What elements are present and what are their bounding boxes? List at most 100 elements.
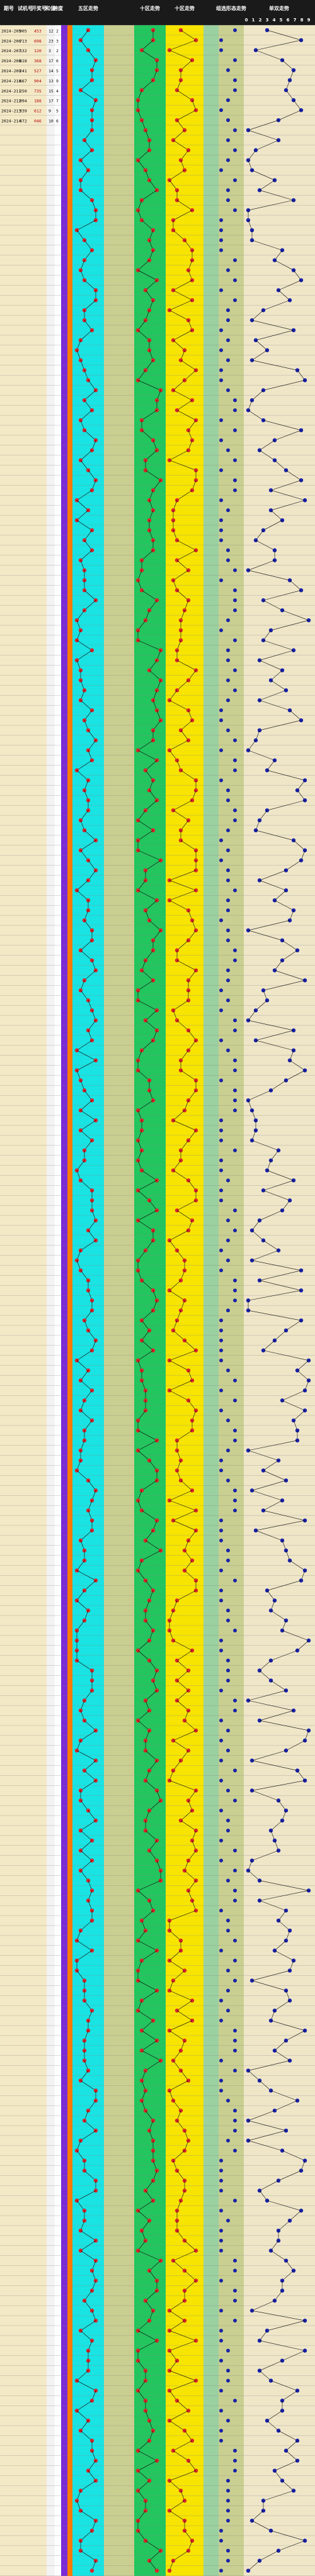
- header-digit-5: 5: [280, 18, 283, 23]
- zone5-trend-ball: [78, 88, 83, 92]
- zone10b-trend-line: [173, 340, 185, 350]
- form-marker: [233, 2068, 237, 2073]
- zone5-trend-line: [80, 2240, 96, 2251]
- zone5-trend-line: [80, 330, 93, 341]
- zone5-trend-ball: [78, 358, 83, 362]
- zone10b-trend-line: [180, 1820, 197, 1831]
- parity-trend-line: [266, 2320, 306, 2331]
- form-marker: [226, 1658, 230, 1663]
- form-marker: [226, 98, 230, 103]
- parity-trend-line: [282, 2350, 306, 2361]
- zone5-trend-line: [88, 740, 96, 750]
- zone10a-trend-line: [145, 800, 158, 811]
- zone10a-trend-line: [149, 2260, 161, 2271]
- zone10b-trend-line: [169, 700, 189, 711]
- parity-trend-line: [259, 1880, 309, 1891]
- zone10b-trend-line: [184, 1570, 197, 1581]
- zone5-trend-line: [76, 1950, 93, 1961]
- zone5-trend-line: [84, 300, 96, 311]
- parity-trend-line: [278, 280, 302, 291]
- zone10a-trend-line: [137, 2340, 158, 2351]
- form-marker: [226, 1878, 230, 1883]
- form-marker: [233, 948, 237, 952]
- zone10a-trend-line: [141, 80, 154, 91]
- zone5-trend-line: [80, 990, 89, 1001]
- row-issue: 2024-214: [1, 119, 21, 124]
- zone5-trend-line: [80, 1110, 96, 1121]
- form-marker: [233, 598, 237, 603]
- parity-trend-line: [285, 2440, 298, 2451]
- form-marker: [219, 718, 223, 723]
- zone10b-trend-line: [169, 2020, 193, 2031]
- zone10b-trend-line: [184, 2240, 197, 2251]
- header-digit-6: 6: [287, 18, 290, 23]
- zone5-trend-line: [84, 2120, 96, 2131]
- zone5-trend-line: [84, 250, 93, 260]
- zone5-trend-line: [76, 1570, 96, 1581]
- zone5-trend-line: [80, 30, 89, 41]
- parity-trend-line: [266, 2200, 302, 2211]
- form-marker: [226, 548, 230, 552]
- zone5-trend-line: [88, 2470, 96, 2481]
- row-issue: 2024-205: [1, 28, 21, 33]
- row-trial: 250: [20, 89, 27, 94]
- parity-trend-line: [289, 580, 302, 591]
- zone10b-trend-line: [173, 800, 193, 811]
- parity-trend-line: [259, 1900, 287, 1911]
- zone10a-trend-line: [137, 1350, 154, 1361]
- parity-trend-line: [263, 1190, 290, 1201]
- form-marker: [226, 2558, 230, 2563]
- zone10b-trend-ball: [171, 288, 176, 293]
- zone10a-trend-line: [141, 40, 154, 50]
- form-marker: [233, 88, 237, 92]
- header-digit-8: 8: [301, 18, 304, 23]
- zone10a-trend-line: [137, 810, 146, 821]
- parity-trend-line: [259, 880, 287, 891]
- form-marker: [219, 38, 223, 42]
- zone10a-trend-line: [149, 600, 158, 611]
- form-marker: [226, 2548, 230, 2553]
- zone10b-trend-line: [173, 1510, 197, 1521]
- row-sum: 14: [49, 69, 54, 74]
- form-marker: [226, 828, 230, 832]
- form-marker: [233, 58, 237, 62]
- zone5-trend-line: [80, 40, 89, 50]
- form-marker: [233, 2109, 237, 2113]
- zone10b-trend-line: [169, 1490, 193, 1501]
- zone5-trend-line: [88, 50, 96, 60]
- form-marker: [219, 238, 223, 242]
- zone5-trend-line: [88, 380, 96, 391]
- form-marker: [219, 1248, 223, 1252]
- parity-trend-ball: [257, 188, 262, 192]
- header-digit-9: 9: [307, 18, 311, 23]
- zone10b-trend-line: [180, 820, 189, 831]
- zone10b-trend-line: [184, 2280, 197, 2291]
- form-marker: [219, 1328, 223, 1332]
- parity-trend-line: [285, 860, 302, 871]
- form-marker: [226, 2509, 230, 2513]
- parity-trend-line: [259, 2340, 306, 2351]
- parity-trend-line: [274, 430, 302, 441]
- header-label-3: 和值: [45, 5, 55, 11]
- zone10a-trend-line: [137, 2390, 146, 2401]
- zone10a-trend-line: [141, 430, 154, 441]
- column-band-5: [61, 25, 67, 2576]
- form-marker: [219, 2158, 223, 2163]
- parity-trend-line: [248, 199, 294, 211]
- form-marker: [233, 1868, 237, 1873]
- zone10b-trend-line: [169, 2470, 197, 2481]
- zone10b-trend-line: [188, 1880, 197, 1891]
- zone5-trend-line: [88, 870, 96, 881]
- zone10a-trend-line: [149, 1800, 161, 1811]
- zone10b-trend-line: [173, 1760, 181, 1771]
- parity-trend-line: [259, 1660, 272, 1671]
- zone5-trend-line: [80, 450, 93, 460]
- zone5-trend-line: [80, 2320, 96, 2331]
- form-marker: [233, 1438, 237, 1442]
- zone10a-trend-line: [145, 900, 158, 911]
- form-marker: [226, 978, 230, 983]
- row-span: 6: [56, 59, 59, 64]
- zone5-trend-line: [76, 220, 96, 231]
- form-marker: [219, 858, 223, 862]
- zone10a-trend-line: [137, 2510, 146, 2521]
